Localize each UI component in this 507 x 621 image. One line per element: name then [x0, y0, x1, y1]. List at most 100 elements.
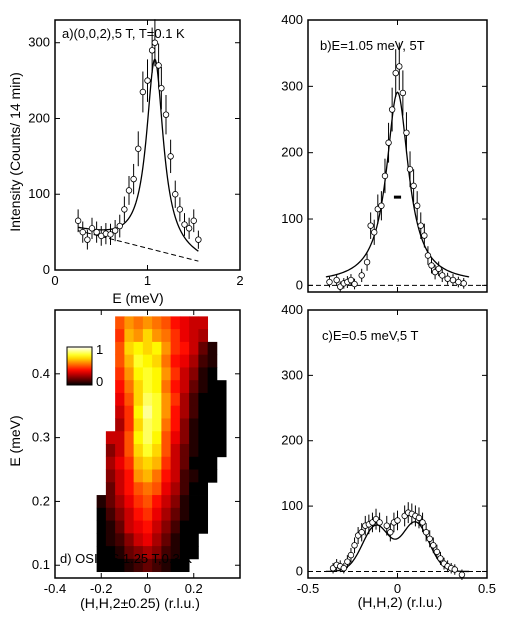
panel-b-data-point — [455, 278, 462, 286]
panel-d-heatmap-cell — [152, 354, 162, 368]
panel-d-heatmap-cell — [142, 418, 153, 432]
panel-d-heatmap-cell — [133, 316, 144, 330]
panel-b-data-point — [428, 262, 435, 269]
panel-d-colorbar-label-min: 0 — [96, 374, 103, 389]
panel-d-heatmap-cell — [124, 558, 135, 573]
panel-b-data-point — [385, 139, 392, 146]
panel-b-data-point — [449, 276, 457, 284]
panel-d-heatmap-cell — [142, 405, 153, 419]
panel-a: a)(0,0,2),5 T, T=0.1 K E (meV) Intensity… — [7, 19, 244, 306]
panel-d-heatmap-cell — [115, 456, 125, 470]
panel-b-data-point — [444, 275, 451, 282]
panel-d-heatmap-cell — [142, 341, 153, 356]
panel-a-data-point — [158, 84, 165, 92]
panel-b-data-point — [417, 222, 424, 229]
panel-d-heatmap-cell — [152, 558, 162, 573]
panel-d-heatmap-cell — [124, 392, 135, 407]
panel-d-heatmap-cell — [161, 520, 172, 534]
panel-d-heatmap-cell — [152, 444, 162, 458]
panel-b-data-point — [435, 265, 442, 272]
panel-d-heatmap-cell — [170, 546, 181, 560]
panel-b-data-point — [371, 229, 378, 236]
panel-a-data-point — [155, 62, 162, 69]
panel-d-xtick-label: -0.2 — [90, 581, 112, 596]
panel-d-heatmap-cell — [189, 341, 199, 356]
panel-d-annotation: d) OSIRIS,1.25 T,0.3 K — [60, 551, 192, 566]
panel-d-heatmap-cell — [105, 469, 116, 483]
panel-a-data-point — [107, 231, 114, 238]
panel-d-heatmap-cell — [161, 380, 172, 394]
panel-d-heatmap-cell — [133, 405, 144, 419]
panel-d-heatmap-cell — [142, 495, 153, 509]
panel-d-heatmap-cell — [124, 495, 135, 509]
panel-d-heatmap-cell — [115, 380, 125, 394]
panel-d-heatmap-cell — [124, 418, 135, 432]
panel-d-heatmap-cell — [170, 482, 181, 496]
panel-d-heatmap-cell — [179, 469, 190, 483]
panel-d-heatmap-cell — [115, 316, 125, 330]
panel-a-data-point — [144, 77, 151, 84]
panel-c-data-point — [451, 566, 458, 573]
panel-a-data-point — [84, 236, 91, 243]
panel-d-heatmap-cell — [133, 354, 144, 368]
panel-d-heatmap-cell — [189, 431, 199, 445]
panel-d-heatmap-cell — [115, 533, 125, 547]
panel-d-heatmap-cell — [198, 520, 209, 534]
panel-d-heatmap-cell — [179, 354, 190, 368]
panel-d-xtick-label: 0.2 — [185, 581, 203, 596]
panel-d-heatmap-cell — [152, 546, 162, 560]
panel-c-data-point — [358, 529, 365, 536]
panel-c-data-point — [430, 542, 437, 549]
panel-a-xtick-label: 2 — [236, 273, 243, 288]
panel-d-heatmap-cell — [161, 546, 172, 560]
panel-d-heatmap-cell — [189, 367, 199, 381]
panel-d-heatmap-cell — [207, 392, 218, 407]
panel-d-heatmap-cell — [161, 482, 172, 496]
panel-d-heatmap-cell — [124, 341, 135, 356]
panel-d-heatmap-cell — [216, 405, 227, 419]
panel-d-heatmap-cell — [133, 469, 144, 483]
panel-d-heatmap-cell — [142, 456, 153, 470]
panel-d-heatmap-cell — [142, 482, 153, 496]
panel-d-heatmap-cell — [96, 533, 107, 547]
panel-d-heatmap-cell — [115, 482, 125, 496]
panel-d-heatmap-cell — [105, 431, 116, 445]
panel-d-heatmap-cell — [115, 392, 125, 407]
panel-d-heatmap-cell — [170, 456, 181, 470]
panel-d-heatmap-cell — [142, 354, 153, 368]
panel-c-xtick-label: 0 — [394, 581, 401, 596]
panel-d-heatmap-cell — [179, 456, 190, 470]
panel-d-heatmap-cell — [161, 444, 172, 458]
panel-d-heatmap-cell — [198, 367, 209, 381]
panel-d: (H,H,2±0.25) (r.l.u.) E (meV) -0.4 -0.2 0 0… — [7, 309, 241, 611]
panel-a-data-point — [74, 217, 82, 224]
panel-c-ytick-label: 300 — [281, 367, 303, 382]
panel-a-data-point — [176, 206, 184, 213]
panel-a-data-point — [79, 228, 86, 236]
panel-d-heatmap-cell — [170, 392, 181, 407]
panel-d-heatmap-cell — [161, 558, 172, 573]
panel-a-data-point — [148, 47, 156, 54]
panel-d-heatmap-cell — [179, 482, 190, 496]
panel-d-heatmap-cell — [179, 546, 190, 560]
panel-d-heatmap-cell — [152, 405, 162, 419]
panel-d-xtick-label: -0.4 — [44, 581, 66, 596]
panel-a-data-point — [116, 222, 123, 230]
panel-d-heatmap-cell — [189, 354, 199, 368]
panel-d-heatmap-cell — [152, 431, 162, 445]
panel-d-heatmap-cell — [179, 533, 190, 547]
panel-b-ytick-label: 100 — [281, 211, 303, 226]
panel-d-heatmap-cell — [115, 520, 125, 534]
panel-d-heatmap-cell — [189, 405, 199, 419]
panel-d-heatmap-cell — [161, 469, 172, 483]
panel-a-data-point — [151, 39, 159, 46]
panel-a-data-point — [111, 227, 119, 234]
panel-d-heatmap-cell — [133, 431, 144, 445]
panel-d-heatmap-cell — [198, 469, 209, 483]
panel-b-data-point — [351, 280, 358, 288]
panel-d-heatmap-cell — [115, 418, 125, 432]
panel-d-heatmap-cell — [115, 354, 125, 368]
panel-a-data-point — [121, 206, 128, 213]
panel-b-ytick-label: 400 — [281, 12, 303, 27]
panel-b: b)E=1.05 meV, 5T 0 100 200 300 400 — [281, 12, 488, 293]
